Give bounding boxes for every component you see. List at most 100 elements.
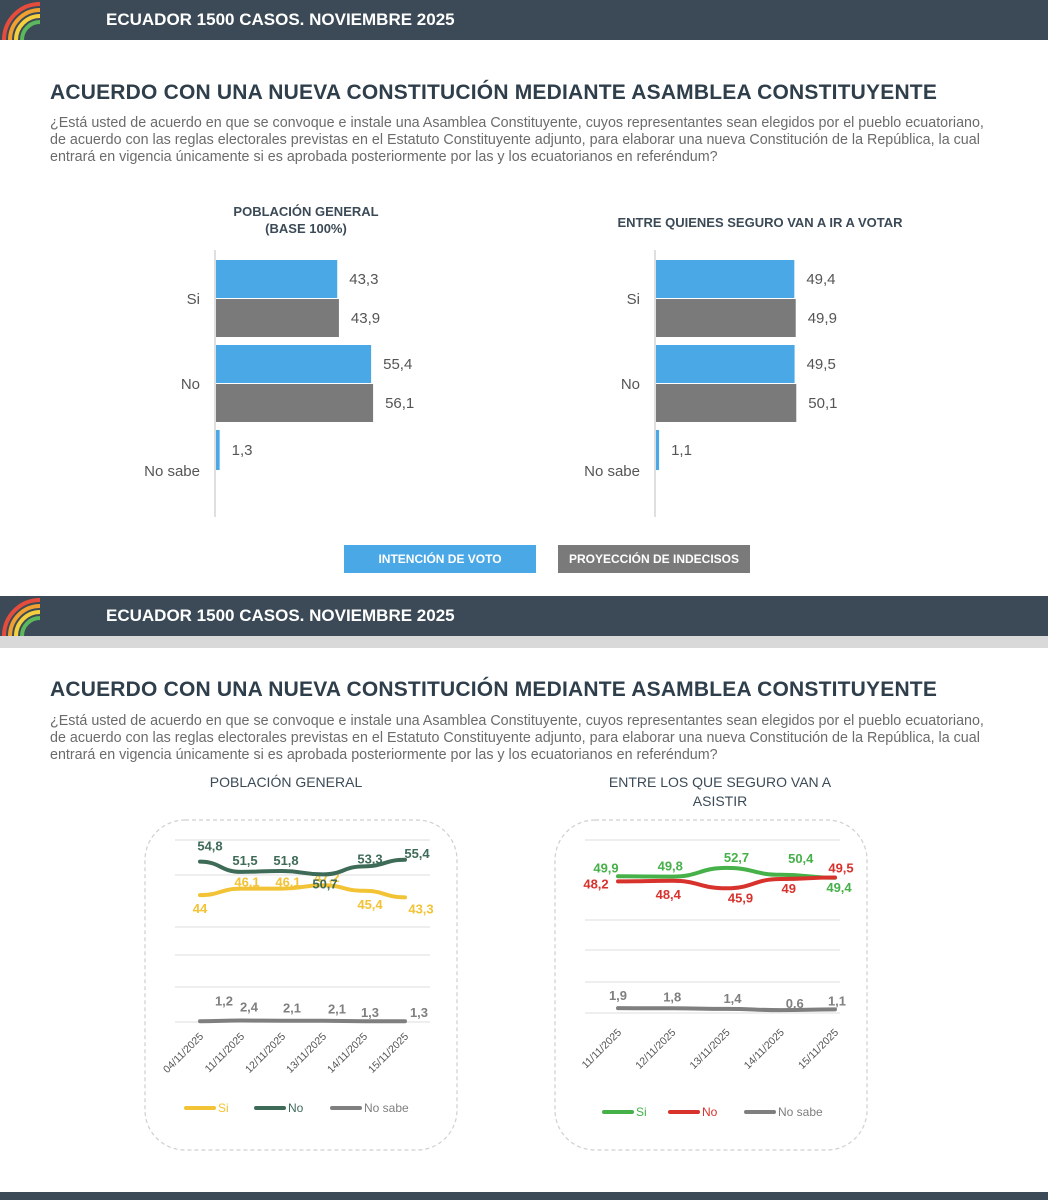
bar-left-title-1: POBLACIÓN GENERAL [233, 204, 379, 219]
series-line-si [616, 865, 837, 880]
legend-label-no-sabe: No sabe [778, 1105, 823, 1119]
series-line-no-sabe [616, 1006, 837, 1013]
line-chart-seguro-asistir: 49,9 49,8 52,7 50,4 49,4 48,2 48,4 45,9 49 49,5 1,… [554, 819, 868, 1151]
bar-si-proyeccion-de-indecisos [656, 299, 796, 337]
bar-si-proyeccion-de-indecisos [216, 299, 339, 337]
legend-label-no: No [288, 1101, 304, 1115]
x-tick-label-3: 14/11/2025 [742, 1027, 787, 1072]
data-label-no-intencion-de-voto: 55,4 [383, 356, 412, 373]
data-label-no-1: 48,4 [656, 887, 682, 902]
series-line-no-sabe [198, 1018, 407, 1024]
legend-label-no: No [702, 1105, 718, 1119]
data-label-no-sabe-1: 1,8 [663, 989, 681, 1004]
data-label-no-sabe-3: 0,6 [786, 996, 804, 1011]
x-tick-label-3: 13/11/2025 [284, 1031, 329, 1076]
x-tick-label-4: 15/11/2025 [796, 1027, 841, 1072]
slide2-question: ¿Está usted de acuerdo en que se convoqu… [50, 713, 984, 763]
data-label-no-sabe-0: 1,2 [215, 993, 233, 1008]
data-label-si-proyeccion-de-indecisos: 49,9 [808, 310, 837, 327]
bar-no-intencion-de-voto [656, 345, 795, 383]
series-line-si [198, 883, 407, 900]
bar-chart-seguro-votar: Si 49,4 49,9 No 49,5 50,1 No sabe 1,1 [584, 250, 837, 517]
data-label-no-sabe-intencion-de-voto: 1,3 [232, 442, 253, 459]
category-label-si: Si [187, 291, 200, 308]
line-right-title-1: ENTRE LOS QUE SEGURO VAN A [608, 774, 832, 790]
data-label-no-4: 53,3 [357, 851, 382, 866]
data-label-no-1: 51,5 [232, 853, 257, 868]
data-label-si-2: 52,7 [724, 850, 749, 865]
x-tick-label-2: 12/11/2025 [243, 1031, 288, 1076]
data-label-no-3: 50,7 [312, 876, 337, 891]
data-label-no-4: 49,5 [828, 861, 853, 876]
header-band-2: ECUADOR 1500 CASOS. NOVIEMBRE 2025 [0, 596, 1048, 636]
slide2-title: ACUERDO CON UNA NUEVA CONSTITUCIÓN MEDIA… [50, 678, 938, 701]
series-line-no [198, 857, 407, 877]
bar-no-proyeccion-de-indecisos [656, 384, 797, 422]
data-label-no-0: 54,8 [197, 839, 222, 854]
x-tick-label-2: 13/11/2025 [688, 1027, 733, 1072]
bar-left-title-2: (BASE 100%) [265, 221, 347, 236]
data-label-no-0: 48,2 [583, 876, 608, 891]
slide1-title: ACUERDO CON UNA NUEVA CONSTITUCIÓN MEDIA… [50, 81, 938, 104]
slide-separator [0, 636, 1048, 648]
series-line-no [616, 875, 837, 891]
data-label-si-1: 46,1 [234, 875, 259, 890]
category-label-no: No [621, 376, 640, 393]
slide1-question: ¿Está usted de acuerdo en que se convoqu… [50, 115, 984, 165]
line-right-title-2: ASISTIR [692, 793, 748, 809]
header-band: ECUADOR 1500 CASOS. NOVIEMBRE 2025 [0, 0, 1048, 40]
data-label-si-proyeccion-de-indecisos: 43,9 [351, 310, 380, 327]
legend-label-no-sabe: No sabe [364, 1101, 409, 1115]
bar-no-intencion-de-voto [216, 345, 372, 383]
legend-label-si: Si [636, 1105, 647, 1119]
x-tick-label-4: 14/11/2025 [325, 1031, 370, 1076]
chart-frame [144, 819, 458, 1151]
data-label-no-proyeccion-de-indecisos: 56,1 [385, 395, 414, 412]
data-label-no-sabe-intencion-de-voto: 1,1 [671, 442, 692, 459]
x-tick-label-0: 04/11/2025 [161, 1031, 206, 1076]
data-label-no-sabe-2: 1,4 [723, 991, 742, 1006]
data-label-no-sabe-0: 1,9 [609, 988, 627, 1003]
data-label-si-intencion-de-voto: 43,3 [349, 271, 378, 288]
data-label-si-4: 49,4 [826, 880, 852, 895]
x-tick-label-0: 11/11/2025 [580, 1027, 625, 1072]
line-left-title: POBLACIÓN GENERAL [209, 774, 363, 790]
data-label-no-2: 45,9 [728, 890, 753, 905]
data-label-no-5: 55,4 [404, 846, 430, 861]
category-label-no: No [181, 376, 200, 393]
x-tick-label-1: 11/11/2025 [203, 1031, 248, 1076]
chart-frame [554, 819, 868, 1151]
data-label-no-sabe-5: 1,3 [410, 1005, 428, 1020]
bar-no-sabe-intencion-de-voto [216, 430, 220, 470]
data-label-no-sabe-1: 2,4 [240, 1000, 259, 1015]
data-label-no-intencion-de-voto: 49,5 [807, 356, 836, 373]
category-label-no-sabe: No sabe [584, 463, 640, 480]
header-title: ECUADOR 1500 CASOS. NOVIEMBRE 2025 [106, 10, 455, 29]
data-label-si-4: 45,4 [357, 897, 383, 912]
category-label-si: Si [627, 291, 640, 308]
data-label-no-2: 51,8 [273, 853, 298, 868]
data-label-no-sabe-2: 2,1 [283, 1001, 301, 1016]
data-label-no-sabe-4: 1,1 [828, 993, 846, 1008]
bar-si-intencion-de-voto [216, 260, 338, 298]
data-label-no-sabe-3: 2,1 [328, 1002, 346, 1017]
header-title-2: ECUADOR 1500 CASOS. NOVIEMBRE 2025 [106, 606, 455, 625]
data-label-si-2: 46,1 [275, 875, 300, 890]
data-label-si-0: 49,9 [593, 860, 618, 875]
legend-label-si: Si [218, 1101, 229, 1115]
bar-right-title: ENTRE QUIENES SEGURO VAN A IR A VOTAR [617, 215, 903, 230]
x-tick-label-5: 15/11/2025 [366, 1031, 411, 1076]
rainbow-logo-icon [2, 2, 41, 40]
footer-band [0, 1192, 1048, 1200]
bar-si-intencion-de-voto [656, 260, 795, 298]
x-tick-label-1: 12/11/2025 [633, 1027, 678, 1072]
data-label-no-proyeccion-de-indecisos: 50,1 [808, 395, 837, 412]
data-label-si-0: 44 [193, 901, 208, 916]
data-label-si-5: 43,3 [408, 901, 433, 916]
rainbow-logo-icon [2, 598, 41, 636]
bar-no-proyeccion-de-indecisos [216, 384, 374, 422]
data-label-si-intencion-de-voto: 49,4 [806, 271, 835, 288]
data-label-si-3: 50,4 [788, 851, 814, 866]
data-label-no-sabe-4: 1,3 [361, 1005, 379, 1020]
